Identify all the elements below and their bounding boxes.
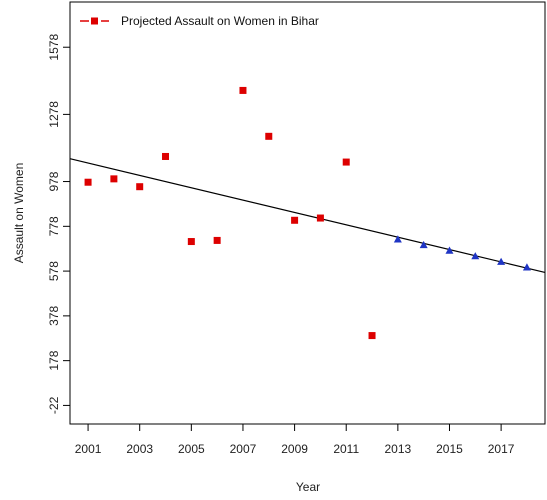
trend-line: [69, 158, 546, 274]
x-tick-label: 2017: [488, 442, 515, 456]
actual-point: [187, 238, 195, 246]
x-tick-label: 2015: [436, 442, 463, 456]
y-tick-label: 378: [47, 306, 61, 326]
legend-label: Projected Assault on Women in Bihar: [121, 14, 319, 28]
projected-point: [522, 263, 531, 271]
x-tick-label: 2001: [75, 442, 102, 456]
actual-point: [368, 332, 376, 340]
actual-point: [136, 183, 144, 191]
data-points: [84, 86, 531, 340]
plot-frame: [69, 1, 546, 425]
projected-point: [497, 257, 506, 265]
actual-point: [84, 178, 92, 186]
projected-point: [393, 235, 402, 243]
actual-point: [213, 236, 221, 244]
x-tick-label: 2005: [178, 442, 205, 456]
actual-point: [265, 132, 273, 140]
y-axis: -22 178 378 578 778 978 1278 1578: [47, 34, 70, 414]
x-axis-title: Year: [296, 480, 320, 494]
y-tick-label: 1578: [47, 34, 61, 61]
y-tick-label: 778: [47, 216, 61, 236]
projected-point: [445, 246, 454, 254]
x-tick-label: 2007: [230, 442, 257, 456]
y-tick-label: -22: [47, 396, 61, 414]
y-tick-label: 1278: [47, 101, 61, 128]
actual-point: [342, 158, 350, 166]
actual-point: [110, 175, 118, 183]
x-tick-label: 2013: [385, 442, 412, 456]
projected-point: [419, 240, 428, 249]
legend-square-marker: [91, 17, 98, 25]
x-tick-label: 2009: [281, 442, 308, 456]
actual-point: [316, 214, 324, 222]
actual-point: [291, 216, 299, 224]
x-tick-label: 2011: [333, 442, 359, 456]
x-tick-label: 2003: [126, 442, 153, 456]
legend: Projected Assault on Women in Bihar: [80, 14, 319, 28]
actual-point: [162, 152, 170, 160]
actual-point: [239, 86, 247, 94]
projected-point: [471, 252, 480, 260]
x-axis: 2001 2003 2005 2007 2009 2011 2013 2015 2017: [75, 424, 515, 456]
y-axis-title: Assault on Women: [12, 163, 26, 264]
y-tick-label: 578: [47, 261, 61, 281]
y-tick-label: 178: [47, 350, 61, 370]
y-tick-label: 978: [47, 171, 61, 191]
